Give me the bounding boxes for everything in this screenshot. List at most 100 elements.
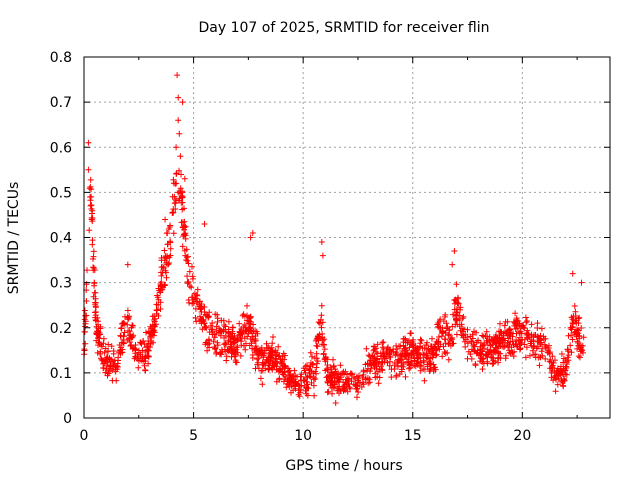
data-point	[360, 368, 367, 375]
data-point	[493, 345, 500, 352]
data-point	[117, 350, 124, 357]
data-point	[383, 348, 390, 355]
data-point	[531, 342, 538, 349]
data-point	[259, 381, 266, 388]
data-point	[157, 289, 164, 296]
data-point	[183, 257, 190, 263]
data-point	[522, 314, 529, 321]
data-point	[155, 285, 162, 292]
data-point	[201, 320, 208, 327]
data-point	[189, 263, 195, 270]
data-point	[575, 330, 582, 337]
data-point	[428, 365, 434, 372]
data-point	[249, 334, 256, 340]
data-point	[186, 268, 193, 275]
data-point	[344, 380, 351, 387]
data-point	[577, 354, 583, 361]
data-point	[511, 348, 518, 355]
data-point	[328, 371, 335, 378]
data-point	[276, 375, 283, 382]
y-tick-label: 0.8	[50, 50, 72, 66]
data-point	[179, 206, 186, 213]
data-point	[252, 365, 259, 372]
data-point	[576, 314, 583, 321]
data-point	[164, 230, 171, 236]
data-point	[225, 337, 232, 344]
data-point	[90, 253, 97, 260]
data-point	[185, 253, 191, 260]
data-point	[266, 362, 273, 369]
data-point	[386, 362, 393, 369]
data-point	[247, 321, 254, 327]
data-point	[312, 376, 319, 382]
data-point	[263, 340, 270, 347]
data-point	[455, 300, 462, 307]
data-point	[575, 320, 582, 327]
data-point	[567, 342, 574, 349]
data-point	[309, 353, 315, 360]
data-point	[411, 357, 418, 364]
data-point	[170, 206, 177, 213]
data-point	[432, 364, 438, 371]
data-point	[494, 340, 500, 347]
data-point	[170, 230, 177, 237]
data-point	[512, 310, 519, 317]
data-point	[194, 286, 201, 293]
data-point	[538, 339, 545, 346]
data-point	[449, 323, 456, 330]
data-point	[423, 342, 430, 348]
data-point	[558, 351, 565, 357]
data-point	[318, 239, 325, 245]
data-point	[379, 339, 386, 346]
data-point	[92, 309, 99, 315]
data-point	[87, 202, 94, 209]
data-point	[107, 358, 113, 365]
data-point	[514, 343, 521, 350]
data-point	[308, 379, 315, 386]
data-point	[155, 302, 162, 308]
data-point	[176, 167, 182, 174]
data-point	[527, 352, 533, 359]
data-point	[457, 327, 464, 334]
data-point	[88, 216, 95, 223]
data-point	[363, 345, 370, 352]
data-point	[307, 373, 314, 380]
data-point	[249, 230, 256, 236]
data-point	[192, 296, 199, 302]
data-point	[557, 366, 564, 373]
data-point	[400, 339, 407, 346]
data-point	[324, 362, 331, 368]
data-point	[330, 356, 336, 363]
data-point	[476, 352, 482, 359]
data-point	[143, 344, 150, 351]
data-point	[313, 370, 320, 377]
data-point	[483, 328, 490, 335]
data-point	[89, 241, 96, 248]
data-point	[472, 361, 479, 367]
data-point	[547, 357, 554, 363]
data-point	[406, 365, 412, 372]
data-point	[315, 333, 322, 340]
data-point	[327, 378, 334, 385]
data-point	[151, 318, 158, 325]
data-point	[262, 365, 269, 372]
data-point	[444, 349, 451, 356]
data-point	[491, 349, 498, 356]
data-point	[165, 226, 172, 232]
data-point	[221, 322, 228, 328]
data-point	[393, 372, 400, 379]
data-points	[81, 72, 587, 406]
data-point	[354, 385, 361, 392]
data-point	[358, 384, 365, 390]
data-point	[179, 193, 186, 200]
data-point	[185, 260, 192, 267]
axis-ticks	[83, 56, 610, 419]
data-point	[319, 334, 326, 341]
data-point	[173, 144, 180, 151]
data-point	[344, 371, 350, 378]
data-point	[348, 378, 355, 385]
data-point	[365, 380, 372, 387]
y-tick-label: 0.7	[50, 95, 72, 111]
data-point	[578, 279, 585, 286]
y-tick-label: 0.1	[50, 366, 72, 382]
